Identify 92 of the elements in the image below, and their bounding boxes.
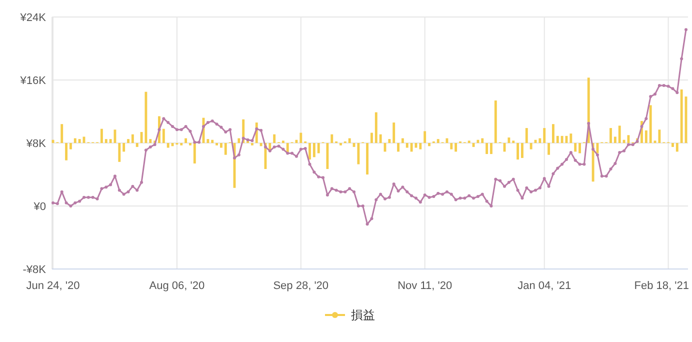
bar <box>374 112 378 143</box>
bar <box>436 139 440 143</box>
bar <box>410 143 413 152</box>
bar <box>308 143 311 160</box>
bar <box>614 136 616 143</box>
bar <box>348 138 351 143</box>
bar <box>543 128 546 143</box>
bar <box>65 143 68 160</box>
bar <box>560 136 564 143</box>
bar <box>122 143 126 152</box>
bar <box>649 105 652 143</box>
bar <box>481 138 484 143</box>
bar <box>392 122 396 143</box>
bar <box>273 134 276 143</box>
bar <box>144 92 148 143</box>
bar <box>494 100 497 143</box>
bar <box>295 140 298 143</box>
x-tick-label: Jun 24, '20 <box>26 280 80 292</box>
bar <box>388 139 391 143</box>
bar <box>166 143 170 148</box>
bar <box>220 143 222 148</box>
bar <box>556 136 559 143</box>
bar <box>104 139 108 143</box>
bar <box>78 139 81 143</box>
bar <box>525 128 528 143</box>
y-tick-label: ¥8K <box>25 138 47 150</box>
bar <box>370 132 373 143</box>
bar <box>644 130 648 143</box>
x-tick-label: Aug 06, '20 <box>149 280 205 292</box>
bar <box>118 143 121 162</box>
bar <box>552 124 554 143</box>
bar <box>490 143 492 154</box>
x-tick-label: Feb 18, '21 <box>634 280 689 292</box>
bar <box>450 143 453 150</box>
bar <box>100 128 103 143</box>
bar <box>330 134 334 143</box>
bar <box>74 138 76 143</box>
bar <box>530 143 532 150</box>
x-tick-label: Sep 28, '20 <box>273 280 329 292</box>
bar <box>69 143 72 150</box>
bar <box>109 139 112 143</box>
bar <box>131 134 134 143</box>
bar <box>184 138 188 143</box>
bar <box>516 143 520 160</box>
bar <box>357 143 360 164</box>
bar <box>206 139 210 143</box>
bar <box>238 138 240 143</box>
bar <box>149 139 152 143</box>
bar <box>618 126 621 143</box>
bar <box>672 143 674 147</box>
y-tick-label: ¥24K <box>19 12 47 24</box>
y-tick-label: -¥8K <box>22 264 47 276</box>
bar <box>162 128 165 143</box>
bar <box>127 139 130 143</box>
legend-label: 損益 <box>351 308 375 322</box>
bar <box>260 143 262 146</box>
y-tick-label: ¥16K <box>19 75 47 87</box>
bar <box>379 134 382 143</box>
bar <box>454 143 458 152</box>
bar <box>317 143 320 154</box>
bar <box>211 140 214 143</box>
bar <box>574 143 577 152</box>
bar <box>224 143 227 155</box>
bar <box>136 143 138 147</box>
bar <box>548 143 550 155</box>
bar <box>428 143 430 146</box>
bar <box>312 143 316 158</box>
y-tick-label: ¥0 <box>32 201 46 213</box>
bar <box>60 124 64 143</box>
bar <box>658 130 661 143</box>
bar <box>326 143 329 169</box>
bar <box>300 132 302 143</box>
x-tick-label: Jan 04, '21 <box>518 280 572 292</box>
bar <box>476 140 480 143</box>
bar <box>401 138 404 143</box>
bar <box>676 143 678 152</box>
bar <box>680 89 683 143</box>
bar <box>446 138 448 143</box>
bar <box>486 143 488 154</box>
bar <box>397 143 400 152</box>
bar <box>521 143 524 158</box>
bar <box>578 143 581 154</box>
bar <box>538 138 542 143</box>
bar <box>406 143 408 148</box>
bar <box>570 134 572 143</box>
x-tick-label: Nov 11, '20 <box>398 280 452 292</box>
bar <box>508 137 510 143</box>
legend: 損益 <box>325 308 375 322</box>
bar <box>610 128 612 143</box>
bar <box>419 143 422 150</box>
bar <box>366 143 369 174</box>
bar <box>424 131 426 143</box>
